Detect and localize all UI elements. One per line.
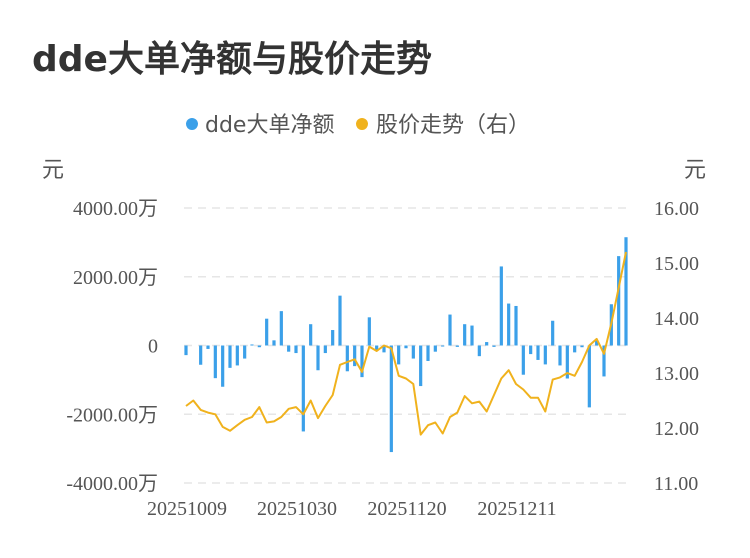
bar — [228, 345, 232, 368]
left-axis-unit: 元 — [42, 158, 64, 183]
bar — [338, 295, 342, 346]
bar — [551, 320, 555, 346]
bar — [492, 345, 496, 347]
left-tick-label: 0 — [148, 336, 158, 358]
bar — [353, 345, 357, 367]
bar — [477, 345, 481, 357]
bar — [265, 318, 269, 346]
bar — [382, 345, 386, 353]
bar — [485, 342, 489, 346]
right-tick-label: 16.00 — [654, 198, 699, 220]
left-tick-label: 2000.00万 — [73, 267, 158, 289]
bar — [294, 345, 298, 354]
bar — [543, 345, 547, 365]
left-tick-label: 4000.00万 — [73, 198, 158, 220]
left-axis-ticks: 4000.00万 2000.00万 0 -2000.00万 -4000.00万 — [66, 198, 158, 495]
bar — [455, 345, 459, 347]
bar — [213, 345, 217, 379]
x-tick-label: 20251211 — [477, 498, 556, 520]
bar — [279, 311, 283, 346]
right-tick-label: 14.00 — [654, 308, 699, 330]
left-tick-label: -2000.00万 — [66, 404, 158, 426]
bar — [514, 305, 518, 346]
bar — [250, 344, 254, 346]
bar — [573, 345, 577, 353]
bar — [389, 345, 393, 453]
right-axis-ticks: 16.00 15.00 14.00 13.00 12.00 11.00 — [654, 198, 699, 495]
legend: dde大单净额 股价走势（右） — [186, 113, 530, 138]
bar — [617, 256, 621, 346]
bar — [433, 345, 437, 352]
bar — [595, 340, 599, 346]
bar — [602, 345, 606, 377]
bar — [411, 345, 415, 359]
bar — [565, 345, 569, 379]
bar — [345, 345, 349, 372]
right-tick-label: 13.00 — [654, 363, 699, 385]
bar — [221, 345, 225, 387]
bar — [323, 345, 327, 354]
bar — [301, 345, 305, 432]
legend-line-marker — [356, 118, 368, 130]
chart-title: dde大单净额与股价走势 — [32, 39, 432, 80]
bar — [507, 303, 511, 346]
bar — [536, 345, 540, 360]
bar — [463, 324, 467, 346]
bar — [521, 345, 525, 375]
left-tick-label: -4000.00万 — [66, 473, 158, 495]
x-tick-label: 20251009 — [147, 498, 227, 520]
bar — [558, 345, 562, 366]
right-tick-label: 11.00 — [654, 473, 698, 495]
bar — [470, 325, 474, 346]
right-tick-label: 15.00 — [654, 253, 699, 275]
right-tick-label: 12.00 — [654, 418, 699, 440]
price-line — [185, 251, 627, 436]
bar-series — [184, 237, 628, 453]
bar — [448, 314, 452, 346]
bar — [367, 317, 371, 346]
bar — [316, 345, 320, 371]
bar — [272, 340, 276, 346]
bar — [287, 345, 291, 352]
bar — [580, 345, 584, 348]
bar — [206, 345, 210, 349]
legend-bar-label: dde大单净额 — [205, 113, 334, 138]
legend-bar-marker — [186, 118, 198, 130]
bar — [199, 345, 203, 365]
bar — [499, 266, 503, 346]
line-series — [185, 251, 627, 436]
bar — [441, 345, 445, 347]
x-tick-label: 20251120 — [367, 498, 446, 520]
x-axis-ticks: 20251009 20251030 20251120 20251211 — [147, 498, 557, 520]
x-tick-label: 20251030 — [257, 498, 337, 520]
bar — [419, 345, 423, 387]
bar — [331, 330, 335, 346]
bar — [624, 237, 628, 346]
legend-line-label: 股价走势（右） — [376, 113, 530, 138]
bar — [375, 345, 379, 351]
bar — [426, 345, 430, 361]
bar — [309, 324, 313, 346]
bar — [243, 345, 247, 359]
bar — [397, 345, 401, 365]
bar — [587, 345, 591, 408]
bar — [184, 345, 188, 356]
bar — [257, 345, 261, 348]
bar — [404, 345, 408, 349]
right-axis-unit: 元 — [684, 158, 706, 183]
bar — [529, 345, 533, 355]
bar — [235, 345, 239, 366]
bar — [360, 345, 364, 378]
